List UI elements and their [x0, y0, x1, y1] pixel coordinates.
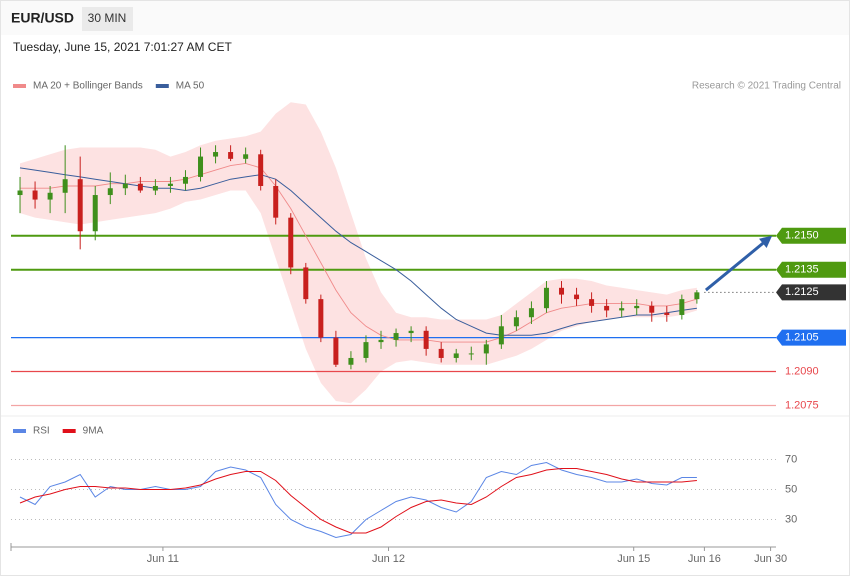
candle-body	[574, 294, 580, 300]
header-bar	[1, 1, 849, 35]
x-tick-label: Jun 16	[688, 553, 721, 565]
level-label: 1.2125	[785, 286, 819, 298]
ma-line	[20, 162, 698, 343]
level-label: 1.2075	[785, 399, 819, 411]
candle-body	[303, 267, 309, 300]
x-tick-label: Jun 12	[372, 553, 405, 565]
legend-label: RSI	[33, 426, 50, 437]
candle-body	[213, 152, 219, 157]
x-tick-label: Jun 15	[617, 553, 650, 565]
candle-body	[513, 317, 519, 327]
candle-body	[137, 183, 143, 191]
candle-body	[258, 154, 264, 186]
candle-body	[318, 299, 324, 338]
candle-body	[649, 305, 655, 313]
candle-body	[77, 179, 83, 232]
legend-swatch	[62, 429, 76, 433]
candle-body	[288, 217, 294, 268]
level-tag	[776, 261, 846, 278]
forecast-arrowhead	[759, 235, 773, 249]
x-tick-label: Jun 11	[147, 553, 179, 565]
legend-swatch	[155, 84, 169, 88]
candle-body	[543, 287, 549, 309]
y-tick-label: 50	[785, 483, 797, 495]
legend-swatch	[13, 84, 26, 88]
candle-body	[423, 330, 429, 349]
x-tick-label: Jun 30	[754, 553, 787, 565]
level-label: 1.2150	[785, 230, 819, 242]
timeframe-box	[82, 7, 133, 31]
candle-body	[122, 183, 128, 189]
candle-body	[468, 353, 474, 355]
candle-body	[182, 176, 188, 184]
level-tag	[776, 329, 846, 346]
candle-body	[664, 312, 670, 315]
candle-body	[393, 333, 399, 340]
candle-body	[408, 330, 414, 334]
candle-body	[559, 287, 565, 295]
candle-body	[348, 357, 354, 365]
candle-body	[679, 299, 685, 315]
indicator-line	[19, 468, 697, 534]
timeframe: 30 MIN	[88, 11, 127, 25]
candle-body	[498, 326, 504, 345]
candle-body	[619, 308, 625, 311]
legend-swatch	[13, 429, 26, 433]
candle-body	[107, 188, 113, 196]
legend-label: 9MA	[83, 426, 104, 437]
candle-body	[604, 305, 610, 311]
symbol: EUR/USD	[11, 10, 74, 26]
bollinger-band	[20, 102, 697, 404]
candle-body	[528, 308, 534, 318]
candle-body	[198, 156, 204, 177]
candle-body	[453, 353, 459, 358]
candle-body	[694, 292, 700, 300]
candle-body	[228, 152, 234, 159]
ma-line	[19, 167, 697, 336]
candle-body	[634, 305, 640, 309]
candle-body	[167, 183, 173, 186]
candle-body	[438, 348, 444, 358]
level-label: 1.2135	[785, 264, 819, 276]
candle-body	[92, 195, 98, 232]
candle-body	[483, 344, 489, 354]
timestamp: Tuesday, June 15, 2021 7:01:27 AM CET	[13, 40, 232, 54]
candle-body	[17, 190, 23, 196]
candle-body	[62, 179, 68, 193]
level-label: 1.2105	[785, 331, 819, 343]
candle-body	[363, 342, 369, 358]
forecast-arrow	[704, 240, 766, 292]
candle-body	[378, 339, 384, 343]
candle-body	[47, 192, 53, 200]
indicator-line	[19, 461, 697, 539]
source: Research © 2021 Trading Central	[692, 81, 841, 92]
candle-body	[152, 185, 158, 191]
candle-body	[243, 154, 249, 159]
legend-label: MA 20 + Bollinger Bands	[33, 81, 143, 92]
y-tick-label: 70	[785, 453, 797, 465]
candle-body	[333, 337, 339, 365]
level-tag	[776, 284, 846, 301]
level-tag	[776, 227, 846, 244]
y-tick-label: 30	[785, 513, 797, 525]
candle-body	[273, 185, 279, 218]
level-label: 1.2090	[785, 365, 819, 377]
candle-body	[589, 299, 595, 306]
legend-label: MA 50	[176, 81, 205, 92]
candle-body	[32, 190, 38, 200]
